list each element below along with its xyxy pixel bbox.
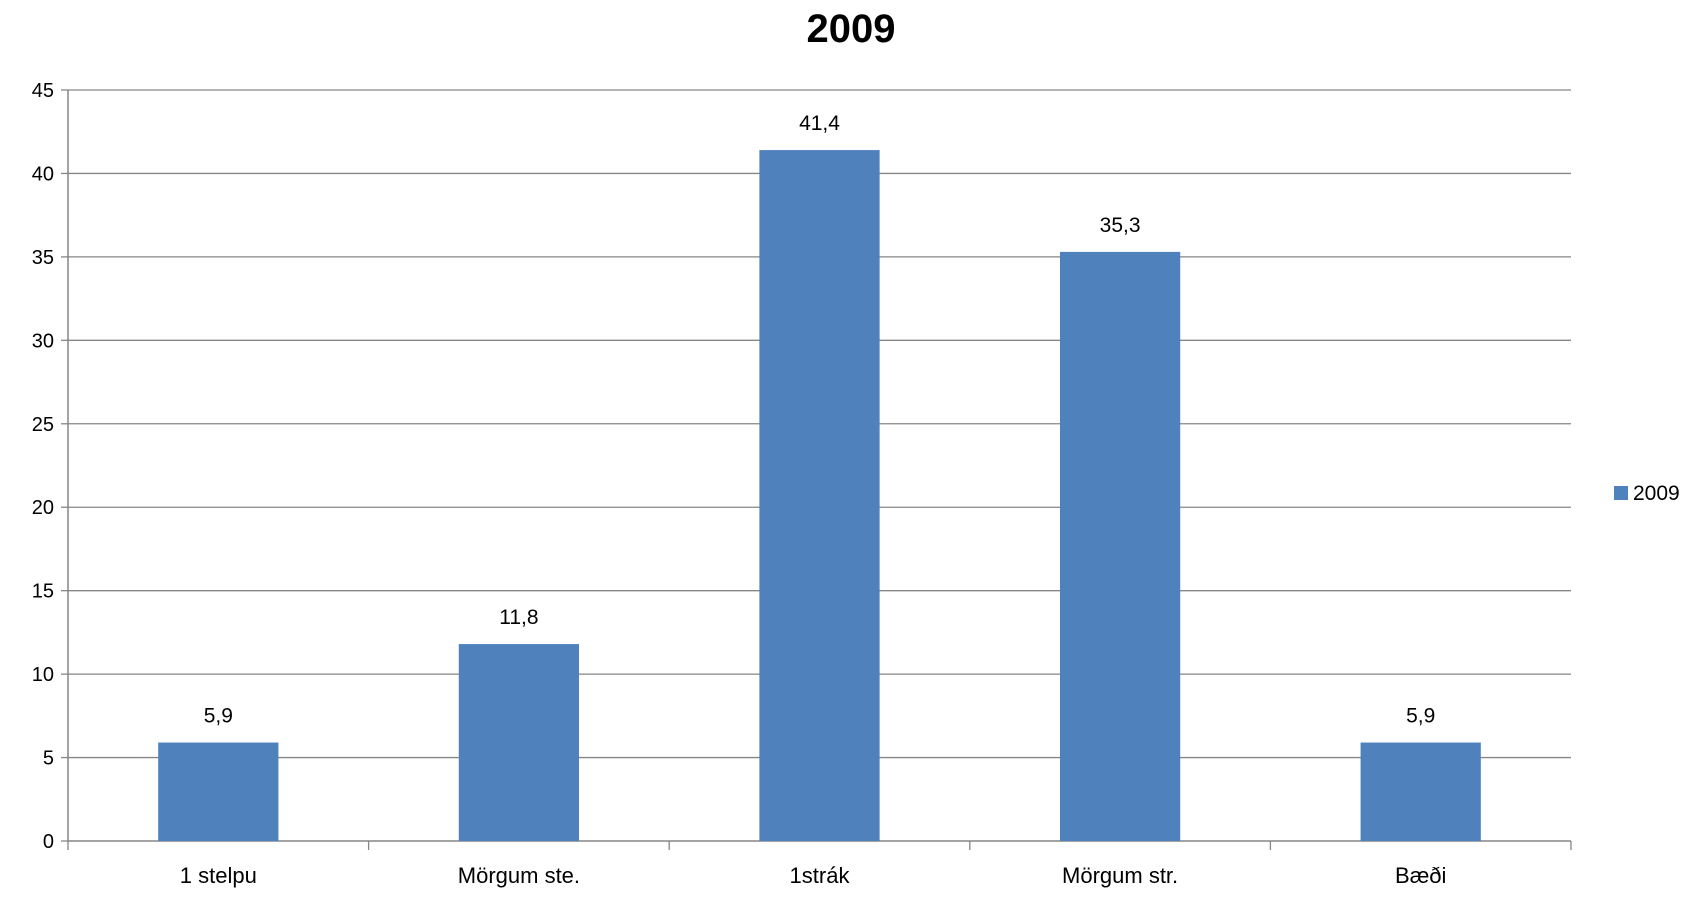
data-labels: 5,9 11,8 41,4 35,3 5,9 xyxy=(204,112,1436,727)
y-tick-label: 20 xyxy=(32,497,54,519)
bar xyxy=(1360,742,1481,841)
data-label: 35,3 xyxy=(1100,214,1141,237)
bar xyxy=(759,150,880,841)
x-category-label: Mörgum str. xyxy=(1062,863,1178,888)
bar xyxy=(158,742,279,841)
data-label: 5,9 xyxy=(1406,705,1435,728)
legend: 2009 xyxy=(1614,482,1680,505)
x-category-label: Bæði xyxy=(1395,863,1446,888)
y-tick-label: 5 xyxy=(43,748,54,770)
axes: 0 5 10 15 20 25 30 35 40 45 1 stelpu Mörgum ste. 1st… xyxy=(32,80,1572,888)
data-label: 11,8 xyxy=(499,606,538,629)
bar xyxy=(458,644,580,841)
y-tick-label: 30 xyxy=(32,330,54,352)
y-tick-label: 40 xyxy=(32,163,54,185)
y-tick-label: 45 xyxy=(32,80,54,102)
x-category-label: 1strák xyxy=(790,863,851,888)
legend-swatch xyxy=(1614,486,1628,500)
data-label: 5,9 xyxy=(204,705,233,728)
x-category-label: Mörgum ste. xyxy=(458,863,580,888)
legend-label: 2009 xyxy=(1633,482,1680,505)
bars xyxy=(158,150,1481,842)
x-category-label: 1 stelpu xyxy=(180,863,257,888)
chart-title: 2009 xyxy=(807,7,896,51)
y-tick-label: 25 xyxy=(32,414,54,436)
y-tick-label: 10 xyxy=(32,664,54,686)
data-label: 41,4 xyxy=(799,112,840,135)
y-tick-label: 15 xyxy=(32,581,54,603)
y-tick-label: 0 xyxy=(43,831,54,853)
bar xyxy=(1059,251,1181,842)
y-tick-label: 35 xyxy=(32,247,54,269)
